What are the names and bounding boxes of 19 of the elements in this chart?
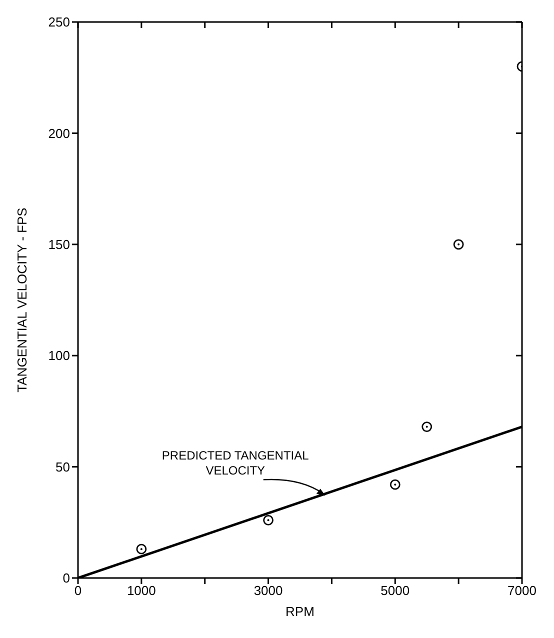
point — [453, 239, 464, 250]
y-axis-title: TANGENTIAL VELOCITY - FPS — [14, 207, 30, 392]
y-tick-label: 250 — [48, 14, 70, 30]
point — [422, 422, 432, 432]
point — [263, 514, 274, 526]
x-tick-label: 1000 — [126, 583, 156, 598]
x-tick-label: 5000 — [380, 583, 410, 598]
y-tick-label: 0 — [62, 570, 70, 586]
point — [136, 544, 147, 554]
y-tick-label: 150 — [48, 237, 70, 252]
x-tick-label: 7000 — [508, 583, 536, 598]
annotation: PREDICTED TANGENTIAL VELOCITY — [162, 448, 310, 478]
x-axis-title: RPM — [286, 604, 314, 619]
point — [390, 479, 400, 490]
x-tick-label: 3000 — [254, 583, 283, 598]
y-tick-label: 50 — [56, 459, 70, 474]
x-tick-label: 0 — [74, 583, 82, 598]
y-tick-label: 200 — [48, 126, 70, 141]
y-tick-label: 100 — [48, 348, 70, 364]
